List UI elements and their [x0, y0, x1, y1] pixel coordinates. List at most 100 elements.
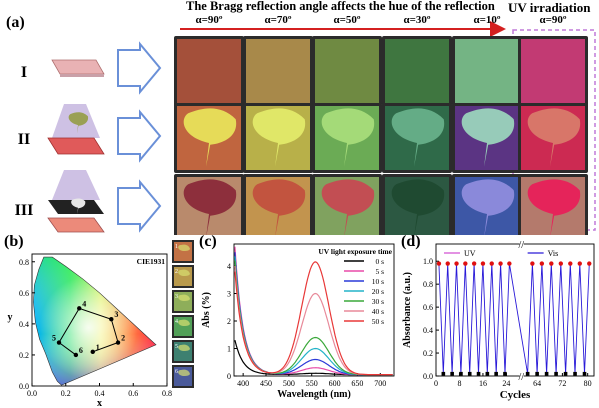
uv-point: [587, 261, 592, 266]
legend-label: 5 s: [375, 267, 384, 276]
color-trajectory: [58, 307, 119, 356]
strip-label: 5: [175, 344, 178, 350]
x-tick-label: 0.0: [27, 389, 37, 398]
ginkgo-leaf-pattern: [461, 108, 515, 167]
angle-label: α=90º: [195, 14, 222, 26]
strip-label: 1: [175, 244, 178, 250]
vis-point: [441, 371, 446, 376]
x-tick-label: 600: [329, 379, 341, 388]
data-point-label: 3: [114, 310, 118, 319]
y-tick-label: 0.8: [19, 258, 29, 267]
legend-label: 20 s: [372, 287, 384, 296]
y-axis-label: Absorbance (a.u.): [402, 272, 413, 348]
legend-label: 40 s: [372, 307, 384, 316]
x-tick-label: 0.4: [95, 389, 105, 398]
film-edge: [60, 74, 104, 77]
uv-point: [568, 261, 573, 266]
y-tick-label: 2: [227, 317, 231, 326]
x-tick-label: 8: [457, 379, 461, 388]
film-tile: [521, 39, 585, 103]
ginkgo-leaf-pattern: [391, 108, 445, 167]
y-tick-label: 4: [227, 262, 231, 271]
vis-point: [554, 371, 558, 376]
x-tick-label: 72: [558, 379, 566, 388]
y-tick-label: 0.0: [423, 372, 433, 381]
film-sample: [47, 217, 105, 233]
vis-point: [535, 371, 539, 376]
uv-point: [454, 261, 459, 266]
uv-point: [539, 261, 545, 266]
chart-title: CIE1931: [137, 257, 166, 266]
film-tile: [455, 39, 519, 103]
ginkgo-leaf-pattern: [527, 179, 581, 235]
ginkgo-leaf-pattern: [183, 179, 237, 235]
x-tick-label: 400: [237, 379, 249, 388]
x-tick-label: 0.2: [61, 389, 71, 398]
uv-point: [489, 261, 494, 266]
ginkgo-mask: [68, 112, 89, 134]
data-point-label: 4: [82, 299, 86, 308]
strip-leaf: [178, 269, 190, 283]
spectrum-line: [234, 261, 393, 376]
uv-point: [507, 261, 512, 266]
uv-point: [445, 261, 450, 266]
panel-c-label: (c): [199, 233, 217, 250]
ginkgo-leaf-pattern: [321, 179, 375, 235]
absorbance-spectrum-chart: 400 450 500 550 600 650 700 0 1 2 3 4 Wavelength (nm…: [201, 243, 395, 400]
uv-point: [530, 261, 535, 266]
plot-frame: [435, 243, 595, 377]
data-point: [77, 306, 82, 311]
vis-point: [450, 371, 454, 376]
uv-point: [480, 261, 486, 266]
axis-break: [519, 242, 524, 378]
process-arrow: [117, 179, 162, 233]
cycling-line: [438, 263, 590, 374]
data-point: [115, 340, 121, 345]
data-point: [56, 340, 62, 345]
uv-light-beam: [52, 170, 100, 200]
film-tile: [246, 39, 310, 103]
legend-label: 0 s: [375, 257, 384, 266]
strip-leaf: [178, 294, 190, 308]
vis-point: [494, 371, 498, 376]
ginkgo-leaf-pattern: [391, 179, 445, 235]
angle-label: α=50º: [333, 14, 360, 26]
mask-cutout: [71, 198, 86, 215]
plot-frame: [233, 243, 395, 377]
x-tick-label: 16: [479, 379, 487, 388]
y-tick-label: 0.0: [19, 382, 29, 391]
axis-break-mark-top: //: [519, 240, 525, 251]
row-label: I: [21, 64, 27, 81]
ginkgo-leaf-pattern: [252, 179, 306, 235]
y-tick-label: 0.6: [19, 289, 29, 298]
vis-point: [525, 371, 530, 376]
angle-label: α=10º: [473, 14, 500, 26]
panel-d-label: (d): [401, 233, 421, 250]
data-point-label: 2: [121, 334, 125, 343]
panel-a-label: (a): [6, 14, 25, 31]
spectrum-line: [234, 260, 393, 376]
x-tick-label: 24: [502, 379, 510, 388]
x-tick-label: 0.8: [162, 389, 172, 398]
x-tick-label: 700: [374, 379, 386, 388]
strip-label: 3: [175, 294, 178, 300]
row-label: III: [15, 202, 34, 219]
angle-label: α=30º: [403, 14, 430, 26]
panel-a-uv-header: UV irradiation: [508, 0, 591, 15]
x-axis-label: x: [97, 398, 102, 408]
y-tick-label: 0.4: [423, 326, 433, 335]
y-tick-label: 0.4: [19, 320, 29, 329]
x-axis-label: Wavelength (nm): [277, 389, 351, 400]
data-point: [109, 317, 114, 322]
y-tick-label: 0: [227, 372, 231, 381]
legend-label-vis: Vis: [548, 249, 559, 258]
spectrum-line: [234, 256, 393, 376]
axis-break-mark-bottom: //: [519, 372, 525, 383]
y-tick-label: 0.6: [423, 303, 433, 312]
data-point-label: 6: [79, 346, 83, 355]
uv-point: [558, 261, 564, 266]
film-tile: [315, 39, 379, 103]
ginkgo-leaf-pattern: [461, 179, 515, 235]
panel-a-header: The Bragg reflection angle affects the h…: [186, 0, 495, 13]
strip-leaf: [178, 319, 190, 333]
